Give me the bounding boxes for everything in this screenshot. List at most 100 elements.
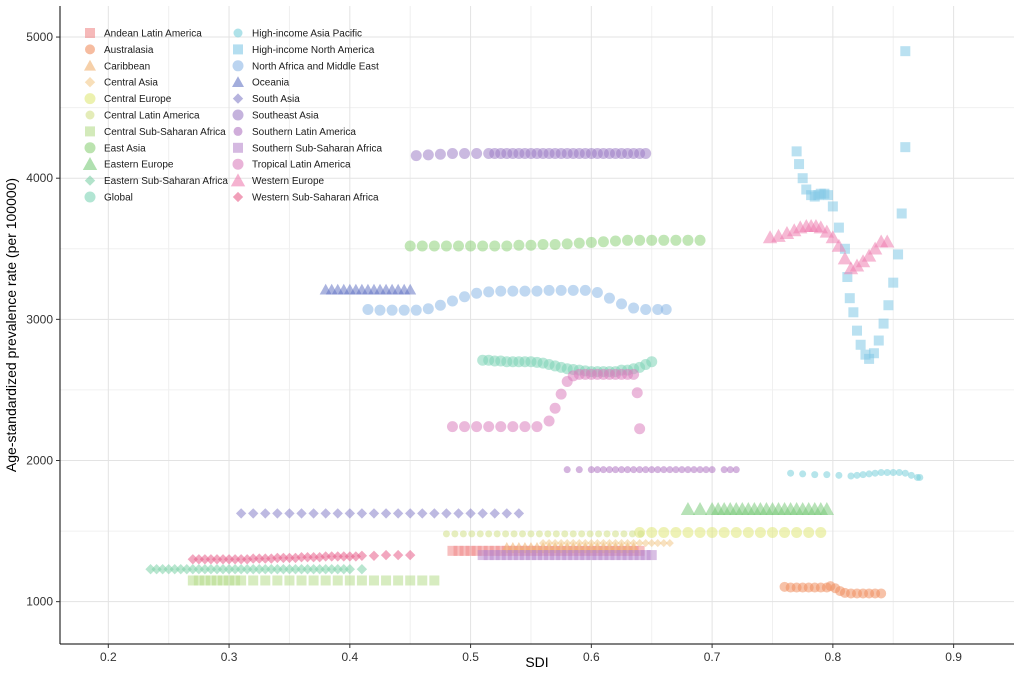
legend-key-southern-latin-america <box>233 126 243 136</box>
data-point-central-sub-saharan-africa <box>224 575 235 586</box>
data-point-north-africa-and-middle-east <box>471 287 483 299</box>
legend-item-central-latin-america: Central Latin America <box>85 110 200 122</box>
data-point-tropical-latin-america <box>446 421 458 433</box>
data-point-central-asia <box>569 539 578 548</box>
data-points <box>145 46 924 599</box>
data-point-central-sub-saharan-africa <box>211 575 222 586</box>
data-point-southern-sub-saharan-africa <box>483 550 494 561</box>
data-point-north-africa-and-middle-east <box>652 303 664 315</box>
data-point-southern-latin-america <box>593 466 601 474</box>
data-point-tropical-latin-america <box>495 421 507 433</box>
data-point-western-sub-saharan-africa <box>205 554 217 565</box>
data-point-high-income-north-america <box>883 300 894 311</box>
legend-item-eastern-europe: Eastern Europe <box>82 157 174 171</box>
data-point-southern-sub-saharan-africa <box>586 550 597 561</box>
data-point-central-asia <box>617 539 626 548</box>
series-central-asia <box>539 539 674 548</box>
series-central-sub-saharan-africa <box>187 575 440 586</box>
data-point-high-income-north-america <box>896 208 907 219</box>
x-tick-label: 0.5 <box>462 650 479 664</box>
legend-label: Australasia <box>104 45 154 56</box>
data-point-central-sub-saharan-africa <box>230 575 241 586</box>
series-oceania <box>319 283 417 295</box>
data-point-south-asia <box>501 508 512 519</box>
data-point-high-income-north-america <box>848 307 859 318</box>
data-point-central-sub-saharan-africa <box>248 575 259 586</box>
data-point-east-asia <box>694 234 706 246</box>
data-point-western-sub-saharan-africa <box>368 550 380 561</box>
legend-item-central-asia: Central Asia <box>84 77 158 89</box>
data-point-central-asia <box>575 539 584 548</box>
data-point-central-asia <box>551 539 560 548</box>
data-point-western-sub-saharan-africa <box>392 549 404 561</box>
data-point-high-income-asia-pacific <box>883 469 891 477</box>
data-point-high-income-asia-pacific <box>799 470 807 478</box>
data-point-high-income-north-america <box>864 353 875 364</box>
data-point-high-income-asia-pacific <box>895 469 903 477</box>
data-point-southern-latin-america <box>660 466 668 474</box>
data-point-high-income-north-america <box>833 222 844 233</box>
data-point-high-income-asia-pacific <box>877 469 885 477</box>
data-point-east-asia <box>682 234 694 246</box>
data-point-central-asia <box>653 539 662 548</box>
data-point-high-income-north-america <box>842 272 853 283</box>
data-point-east-asia <box>634 234 646 246</box>
data-point-high-income-north-america <box>801 184 812 195</box>
data-point-high-income-asia-pacific <box>859 471 867 479</box>
data-point-eastern-sub-saharan-africa <box>278 564 289 575</box>
data-point-central-asia <box>581 539 590 548</box>
legend-item-andean-latin-america: Andean Latin America <box>85 28 202 40</box>
data-point-tropical-latin-america <box>549 402 561 414</box>
data-point-central-sub-saharan-africa <box>405 575 416 586</box>
legend-label: Western Sub-Saharan Africa <box>252 193 379 204</box>
legend-label: Oceania <box>252 78 290 89</box>
data-point-central-latin-america <box>628 530 636 538</box>
legend-key-oceania <box>232 76 244 87</box>
data-point-central-latin-america <box>620 530 628 538</box>
data-point-central-asia <box>629 539 638 548</box>
data-point-high-income-asia-pacific <box>901 469 909 477</box>
legend-key-western-europe <box>230 173 246 187</box>
data-point-east-asia <box>585 236 597 248</box>
data-point-southeast-asia <box>434 148 446 160</box>
legend-label: East Asia <box>104 143 146 154</box>
data-point-central-asia <box>611 539 620 548</box>
data-point-southeast-asia <box>422 149 434 161</box>
legend-item-global: Global <box>84 191 133 204</box>
data-point-southern-latin-america <box>684 466 692 474</box>
data-point-eastern-sub-saharan-africa <box>211 564 223 575</box>
data-point-central-europe <box>718 526 730 538</box>
legend-item-central-europe: Central Europe <box>84 93 172 105</box>
x-tick-label: 0.6 <box>583 650 600 664</box>
data-point-western-europe <box>819 224 835 238</box>
data-point-eastern-sub-saharan-africa <box>163 564 174 575</box>
data-point-central-sub-saharan-africa <box>272 575 283 586</box>
data-point-eastern-europe <box>680 502 696 515</box>
legend-key-caribbean <box>84 59 96 71</box>
y-tick-label: 1000 <box>26 595 53 609</box>
data-point-eastern-sub-saharan-africa <box>254 564 265 575</box>
data-point-south-asia <box>489 508 500 519</box>
data-point-tropical-latin-america <box>631 387 643 399</box>
legend-key-north-africa-and-middle-east <box>232 60 244 72</box>
data-point-eastern-sub-saharan-africa <box>169 564 180 575</box>
data-point-central-latin-america <box>603 530 611 538</box>
data-point-east-asia <box>597 236 609 248</box>
data-point-north-africa-and-middle-east <box>483 286 495 298</box>
data-point-tropical-latin-america <box>531 421 543 433</box>
legend-key-central-europe <box>84 93 96 105</box>
y-axis-title: Age-standardized prevalence rate (per 10… <box>3 178 19 472</box>
legend-label: Central Latin America <box>104 111 200 122</box>
series-southeast-asia <box>410 148 652 162</box>
data-point-southern-sub-saharan-africa <box>556 550 567 561</box>
data-point-western-europe <box>825 230 841 244</box>
data-point-eastern-europe <box>692 502 708 515</box>
data-point-southeast-asia <box>471 148 483 160</box>
legend-item-western-europe: Western Europe <box>230 173 325 187</box>
data-point-southern-sub-saharan-africa <box>598 550 609 561</box>
data-point-high-income-asia-pacific <box>853 471 861 479</box>
data-point-central-sub-saharan-africa <box>296 575 307 586</box>
data-point-central-europe <box>815 526 827 538</box>
data-point-east-asia <box>561 238 573 250</box>
